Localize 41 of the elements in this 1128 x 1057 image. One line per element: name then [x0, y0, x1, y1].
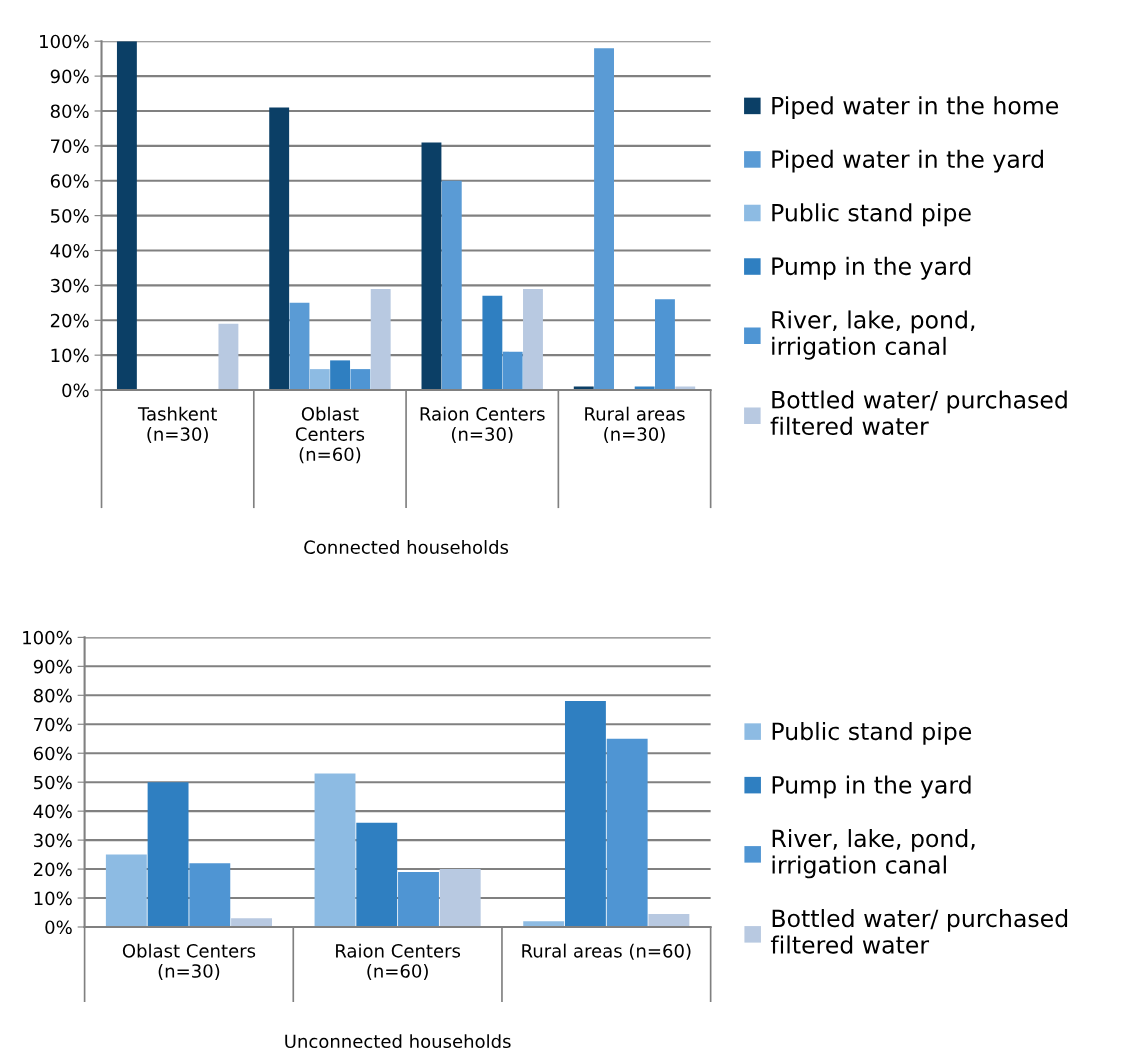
legend-label: Piped water in the home — [772, 96, 1059, 120]
y-tick-label: 20% — [50, 313, 89, 328]
y-tick-label: 80% — [33, 688, 72, 703]
y-tick-label: 100% — [40, 34, 89, 49]
y-tick-label: 90% — [33, 659, 72, 674]
y-tick-label: 40% — [50, 243, 89, 258]
y-tick-label: 90% — [50, 69, 89, 84]
x-tick-label: Oblast Centers (n=30) — [122, 943, 256, 980]
y-tick-label: 80% — [50, 104, 89, 119]
x-axis-title: Connected households — [304, 540, 509, 554]
y-tick-label: 0% — [45, 920, 72, 935]
y-tick-label: 40% — [33, 804, 72, 819]
y-tick-label: 70% — [34, 717, 72, 732]
y-tick-label: 50% — [34, 775, 72, 790]
y-tick-label: 70% — [51, 139, 89, 153]
legend-label: Public stand pipe — [772, 721, 972, 745]
y-tick-label: 30% — [34, 833, 72, 848]
x-tick-label: Raion Centers (n=60) — [336, 943, 461, 980]
y-tick-label: 30% — [50, 278, 89, 293]
x-tick-label: Rural areas (n=30) — [585, 406, 685, 444]
legend-label: Public stand pipe — [772, 203, 971, 227]
x-tick-label: Tashkent (n=30) — [137, 406, 217, 444]
y-tick-label: 10% — [51, 348, 89, 363]
legend-label: Piped water in the yard — [772, 149, 1043, 173]
x-tick-label: Raion Centers (n=30) — [420, 406, 545, 444]
x-tick-label: Rural areas (n=60) — [522, 943, 691, 960]
y-tick-label: 0% — [62, 383, 89, 398]
legend-label: Pump in the yard — [772, 256, 971, 280]
x-axis-title: Unconnected households — [285, 1034, 511, 1049]
y-tick-label: 100% — [23, 630, 72, 645]
legend-label: Pump in the yard — [772, 775, 971, 799]
y-tick-label: 20% — [33, 862, 72, 877]
legend-label: River, lake, pond, irrigation canal — [772, 829, 975, 879]
legend-label: River, lake, pond, irrigation canal — [772, 310, 975, 360]
y-tick-label: 50% — [50, 209, 89, 223]
y-tick-label: 60% — [50, 174, 89, 188]
y-tick-label: 60% — [33, 746, 72, 761]
legend-label: Bottled water/ purchased filtered water — [770, 390, 1067, 436]
legend-label: Bottled water/ purchased filtered water — [770, 909, 1068, 954]
x-tick-label: Oblast Centers (n=60) — [295, 406, 365, 464]
y-tick-label: 10% — [34, 891, 72, 906]
